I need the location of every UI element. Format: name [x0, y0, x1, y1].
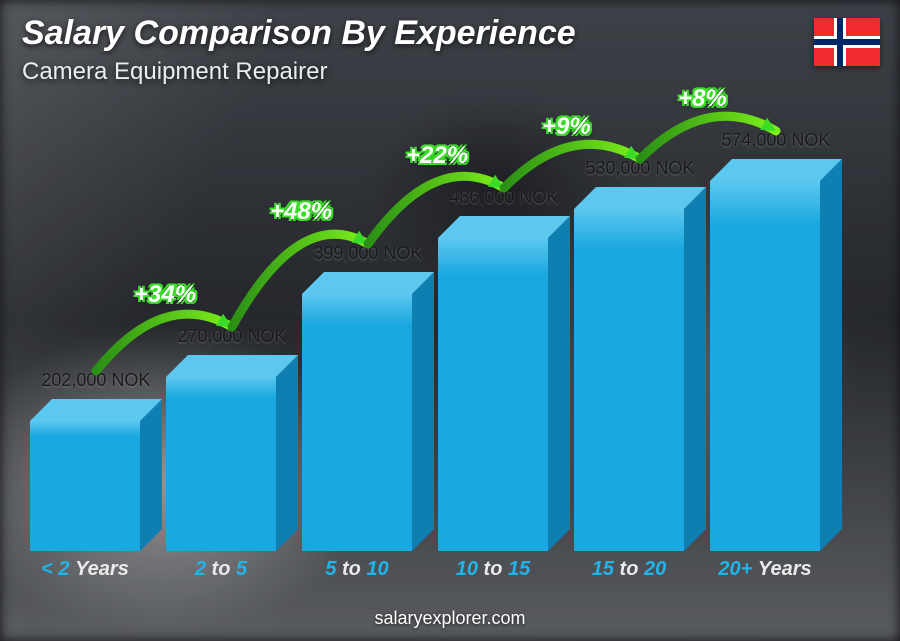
bar-side: [684, 187, 706, 551]
bar: 486,000 NOK: [438, 238, 548, 551]
category-to: to: [614, 558, 644, 580]
arc-path: [96, 314, 232, 371]
category-num-end: 5: [236, 558, 247, 580]
percent-increase-label: +9%: [542, 113, 591, 141]
category-unit: Years: [75, 558, 129, 580]
category-num-end: 10: [366, 558, 388, 580]
bar-front: [166, 377, 276, 551]
bar-front: [710, 181, 820, 551]
category-label: 5 to 10: [292, 558, 422, 581]
percent-increase-label: +8%: [678, 85, 727, 113]
bar: 574,000 NOK: [710, 181, 820, 551]
page-title: Salary Comparison By Experience: [22, 14, 576, 53]
bar: 530,000 NOK: [574, 209, 684, 551]
bar-side: [820, 159, 842, 551]
category-label: 10 to 15: [428, 558, 558, 581]
bar-front: [438, 238, 548, 551]
category-num-start: 2: [195, 558, 206, 580]
category-num-end: 15: [508, 558, 530, 580]
category-num: 20+: [718, 558, 752, 580]
category-label: < 2 Years: [20, 558, 150, 581]
bar-side: [276, 355, 298, 551]
arc-path: [232, 234, 368, 327]
percent-increase-label: +34%: [134, 281, 196, 309]
bar-side: [548, 216, 570, 551]
arc-path: [504, 144, 640, 188]
bar-chart: 202,000 NOK< 2 Years270,000 NOK2 to 5399…: [30, 100, 850, 581]
category-num-end: 20: [644, 558, 666, 580]
category-unit: Years: [758, 558, 812, 580]
arc-path: [368, 176, 504, 244]
category-num-start: 15: [592, 558, 614, 580]
category-label: 15 to 20: [564, 558, 694, 581]
increase-arc: +8%: [630, 76, 806, 169]
category-num-start: 5: [325, 558, 336, 580]
footer-credit: salaryexplorer.com: [0, 608, 900, 629]
norway-flag-icon: [814, 18, 880, 66]
category-num: < 2: [41, 558, 69, 580]
category-to: to: [206, 558, 236, 580]
category-to: to: [478, 558, 508, 580]
page-subtitle: Camera Equipment Repairer: [22, 58, 327, 86]
bar-top-face: [30, 399, 162, 421]
category-to: to: [336, 558, 366, 580]
bar: 270,000 NOK: [166, 377, 276, 551]
infographic-stage: Salary Comparison By Experience Camera E…: [0, 0, 900, 641]
category-label: 2 to 5: [156, 558, 286, 581]
percent-increase-label: +22%: [406, 142, 468, 170]
bar-side: [412, 272, 434, 551]
bar-front: [574, 209, 684, 551]
arc-path: [640, 116, 776, 159]
category-num-start: 10: [456, 558, 478, 580]
bar: 202,000 NOK: [30, 421, 140, 551]
bar-front: [30, 421, 140, 551]
category-label: 20+ Years: [700, 558, 830, 581]
bar-side: [140, 399, 162, 551]
percent-increase-label: +48%: [270, 198, 332, 226]
